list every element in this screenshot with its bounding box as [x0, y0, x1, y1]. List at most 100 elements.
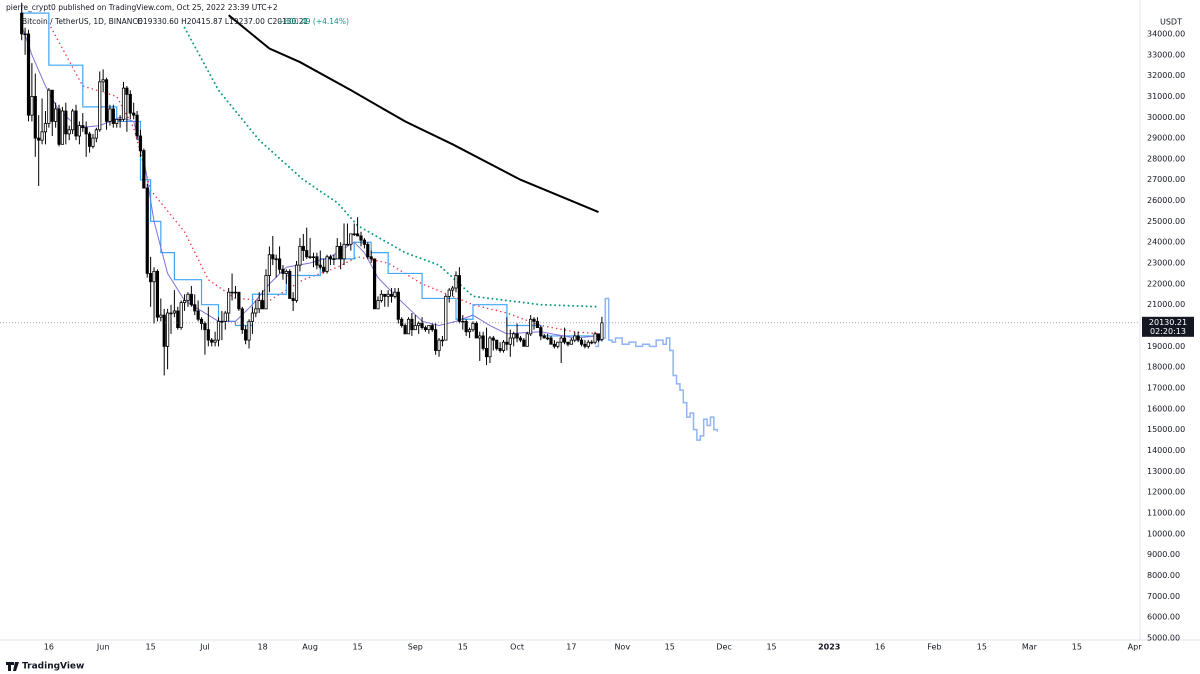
candle-body	[121, 87, 126, 120]
candle-body	[203, 323, 207, 331]
candle-body	[440, 339, 445, 342]
y-tick-label: 28000.00	[1147, 154, 1185, 163]
candle-body	[199, 318, 204, 324]
candle-body	[94, 129, 98, 139]
y-tick-label: 31000.00	[1147, 92, 1185, 101]
candle-body	[261, 300, 265, 310]
candle-body	[325, 256, 329, 272]
candle-body	[389, 293, 394, 297]
candle-body	[57, 108, 61, 145]
x-tick-label: 15	[1072, 643, 1082, 652]
candle-body	[488, 337, 492, 358]
candle-body	[359, 235, 363, 241]
candle-body	[498, 348, 502, 351]
candle-body	[454, 275, 458, 289]
candle-body	[284, 270, 288, 274]
candle-body	[281, 268, 285, 274]
x-tick-label: 16	[875, 643, 885, 652]
candle-body	[474, 323, 478, 339]
candle-body	[586, 341, 590, 347]
candle-body	[149, 273, 153, 283]
y-tick-label: 34000.00	[1147, 29, 1185, 38]
candle-body	[277, 258, 282, 270]
x-tick-label: 15	[766, 643, 776, 652]
candle-body	[332, 258, 336, 261]
candle-body	[135, 114, 139, 137]
y-tick-label: 17000.00	[1147, 383, 1185, 392]
candle-body	[108, 108, 112, 122]
candle-body	[383, 293, 387, 297]
candle-body	[464, 320, 468, 333]
candle-body	[247, 320, 251, 341]
countdown-label: 02:20:13	[1150, 327, 1186, 336]
candle-body	[142, 150, 146, 189]
candle-body	[559, 337, 563, 343]
candle-body	[593, 333, 597, 343]
candle-body	[271, 254, 275, 260]
candle-body	[471, 323, 475, 331]
ohlc: O19330.60 H20415.87 L19237.00 C20130.21	[137, 17, 308, 26]
y-tick-label: 23000.00	[1147, 259, 1185, 268]
candle-body	[230, 291, 234, 294]
candle-body	[400, 318, 404, 326]
y-tick-label: 26000.00	[1147, 196, 1185, 205]
y-tick-label: 33000.00	[1147, 50, 1185, 59]
x-tick-label: Dec	[716, 643, 731, 652]
candle-body	[159, 314, 163, 318]
y-tick-label: 32000.00	[1147, 71, 1185, 80]
candle-body	[118, 118, 122, 121]
candle-body	[91, 137, 95, 147]
candle-body	[322, 266, 326, 272]
candle-body	[138, 135, 143, 151]
candle-body	[600, 322, 604, 340]
candle-body	[406, 318, 411, 335]
candle-body	[590, 341, 594, 344]
y-tick-label: 29000.00	[1147, 134, 1185, 143]
x-tick-label: 17	[566, 643, 576, 652]
candle-body	[308, 256, 312, 258]
candle-body	[250, 312, 255, 322]
candle-body	[74, 110, 78, 137]
candle-body	[491, 337, 495, 341]
candle-body	[33, 96, 37, 139]
candle-body	[213, 339, 217, 343]
candle-body	[125, 87, 129, 95]
candle-body	[267, 254, 271, 276]
x-tick-label: Jun	[96, 643, 110, 652]
candle-body	[539, 327, 543, 337]
candle-body	[481, 335, 485, 349]
candle-body	[84, 127, 88, 135]
y-tick-label: 21000.00	[1147, 300, 1185, 309]
y-tick-label: 6000.00	[1147, 613, 1180, 622]
change: +800.49 (+4.14%)	[278, 17, 349, 26]
candle-body	[186, 293, 190, 301]
candle-body	[240, 308, 244, 331]
y-tick-label: 14000.00	[1147, 446, 1185, 455]
candle-body	[60, 110, 65, 145]
candle-body	[162, 314, 166, 347]
candle-body	[216, 320, 221, 341]
candle-body	[233, 291, 238, 294]
candle-body	[549, 337, 553, 345]
candle-body	[189, 293, 193, 306]
x-tick-label: 15	[458, 643, 468, 652]
candle-body	[206, 329, 210, 341]
candle-body	[101, 79, 105, 83]
candle-body	[457, 275, 461, 322]
x-tick-label: 15	[146, 643, 156, 652]
candle-body	[294, 264, 299, 301]
candle-body	[518, 337, 523, 341]
candle-body	[579, 339, 584, 345]
candle-body	[515, 333, 519, 339]
logo[interactable]: TradingView	[22, 662, 84, 672]
candle-body	[451, 287, 455, 291]
x-tick-label: 15	[665, 643, 675, 652]
candle-body	[430, 325, 434, 331]
x-tick-label: Apr	[1128, 643, 1143, 652]
candle-body	[434, 329, 438, 351]
candle-body	[87, 133, 92, 147]
y-tick-label: 10000.00	[1147, 529, 1185, 538]
x-tick-label: 2023	[818, 643, 840, 652]
candle-body	[315, 256, 319, 266]
candle-body	[552, 343, 556, 347]
